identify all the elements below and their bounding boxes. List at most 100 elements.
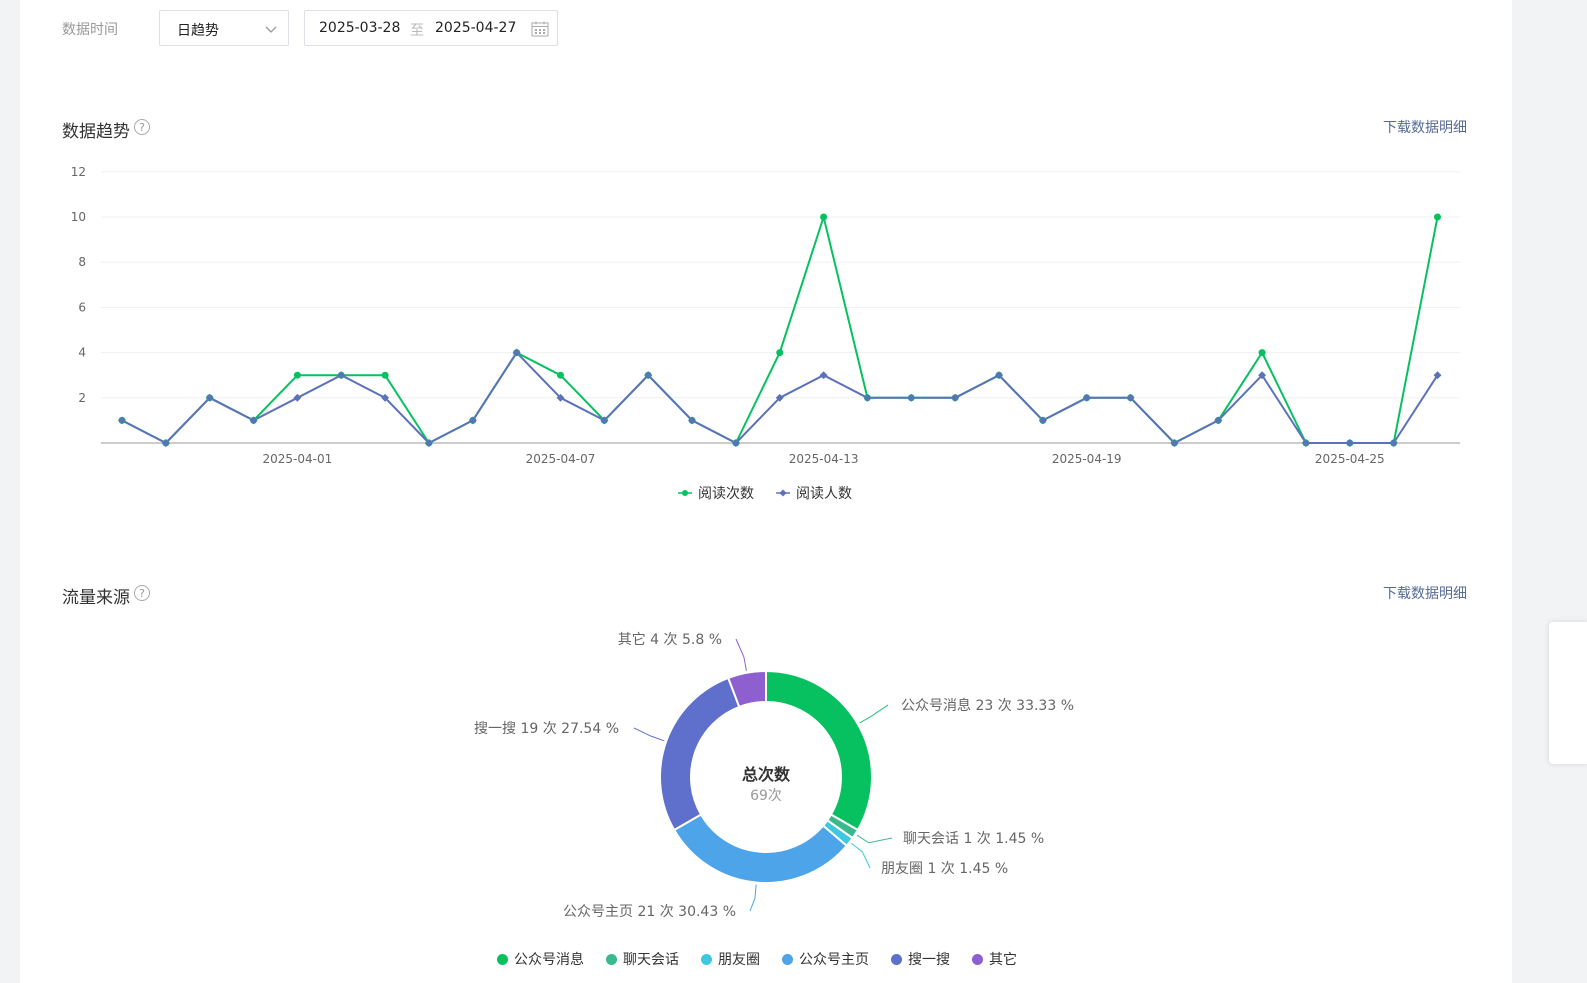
data-point-readers: [907, 393, 916, 402]
pie-legend: 公众号消息 聊天会话 朋友圈 公众号主页 搜一搜 其它: [497, 949, 1017, 969]
data-point-readers: [863, 393, 872, 402]
y-tick-label: 8: [78, 255, 86, 269]
pie-legend-item[interactable]: 公众号主页: [782, 949, 869, 969]
pie-leader-line: [851, 842, 871, 869]
feedback-float-widget[interactable]: [1549, 622, 1587, 764]
legend-reads-label: 阅读次数: [698, 486, 754, 502]
data-point-reads: [1258, 349, 1266, 357]
data-point-reads: [820, 213, 828, 221]
trend-help-icon[interactable]: ?: [134, 119, 150, 135]
data-point-readers: [995, 371, 1003, 380]
pie-slice-label: 公众号主页 21 次 30.43 %: [563, 904, 736, 920]
series-line-reads: [121, 216, 1439, 444]
data-point-readers: [644, 371, 653, 380]
trend-title: 数据趋势: [62, 122, 130, 142]
pie-slice: [672, 813, 849, 884]
x-tick-label: 2025-04-25: [1315, 452, 1385, 466]
pie-slice: [765, 669, 873, 832]
start-date[interactable]: 2025-03-28: [319, 20, 401, 36]
x-tick-label: 2025-04-19: [1052, 452, 1122, 466]
data-point-readers: [951, 393, 960, 402]
x-tick-label: 2025-04-07: [526, 452, 596, 466]
data-point-reads: [1434, 213, 1441, 221]
legend-reads-marker: [678, 490, 692, 496]
data-point-readers: [293, 393, 302, 402]
data-point-reads: [557, 371, 564, 379]
pie-leader-line: [859, 704, 889, 724]
pie-leader-line: [749, 884, 757, 912]
granularity-select[interactable]: 日趋势: [159, 10, 289, 46]
data-point-reads: [776, 349, 784, 357]
end-date[interactable]: 2025-04-27: [435, 20, 517, 36]
legend-dot: [606, 953, 617, 965]
x-tick-label: 2025-04-13: [789, 452, 859, 466]
data-point-readers: [118, 416, 126, 425]
data-point-readers: [1389, 439, 1398, 447]
data-point-readers: [819, 371, 828, 380]
y-tick-label: 6: [78, 300, 86, 314]
pie-slice-label: 朋友圈 1 次 1.45 %: [881, 861, 1008, 877]
data-point-readers: [1126, 393, 1135, 402]
legend-label: 搜一搜: [908, 952, 950, 968]
pie-slice-label: 搜一搜 19 次 27.54 %: [474, 721, 619, 737]
pie-slice: [659, 676, 741, 832]
pie-leader-line: [633, 727, 665, 742]
legend-dot: [972, 953, 983, 965]
pie-legend-item[interactable]: 聊天会话: [606, 949, 679, 969]
data-point-readers: [468, 416, 477, 425]
y-tick-label: 2: [78, 391, 86, 405]
legend-readers-label: 阅读人数: [796, 486, 852, 502]
data-time-label: 数据时间: [62, 22, 118, 38]
pie-slice: [726, 669, 767, 709]
y-tick-label: 12: [71, 165, 86, 179]
legend-label: 朋友圈: [718, 952, 760, 968]
legend-dot: [497, 953, 508, 965]
data-point-readers: [424, 439, 433, 447]
source-download-link[interactable]: 下载数据明细: [1383, 586, 1467, 602]
pie-leader-line: [735, 638, 747, 671]
calendar-icon: [531, 21, 549, 37]
pie-legend-item[interactable]: 公众号消息: [497, 949, 584, 969]
data-point-readers: [512, 348, 521, 357]
pie-center-title: 总次数: [741, 765, 790, 784]
legend-label: 公众号主页: [799, 952, 869, 968]
legend-label: 其它: [989, 952, 1017, 968]
pie-legend-item[interactable]: 其它: [972, 949, 1017, 969]
legend-reads[interactable]: 阅读次数: [678, 483, 754, 503]
pie-slice-label: 公众号消息 23 次 33.33 %: [901, 697, 1074, 714]
data-point-readers: [1170, 439, 1179, 447]
y-tick-label: 4: [78, 346, 86, 360]
legend-dot: [891, 953, 902, 965]
pie-slice-label: 聊天会话 1 次 1.45 %: [903, 831, 1044, 847]
legend-label: 聊天会话: [623, 952, 679, 968]
pie-slice-label: 其它 4 次 5.8 %: [618, 631, 722, 648]
data-point-readers: [337, 371, 346, 380]
pie-center-value: 69次: [750, 788, 782, 804]
content-panel: [20, 0, 1512, 983]
pie-legend-item[interactable]: 朋友圈: [701, 949, 760, 969]
source-help-icon[interactable]: ?: [134, 585, 150, 601]
granularity-value: 日趋势: [177, 23, 219, 39]
y-tick-label: 10: [71, 210, 86, 224]
legend-label: 公众号消息: [514, 952, 584, 968]
legend-dot: [701, 953, 712, 965]
data-point-readers: [1345, 439, 1354, 447]
trend-download-link[interactable]: 下载数据明细: [1383, 120, 1467, 136]
data-point-reads: [293, 371, 301, 379]
data-point-readers: [1214, 416, 1223, 425]
data-point-reads: [381, 371, 389, 379]
legend-dot: [782, 953, 793, 965]
legend-readers[interactable]: 阅读人数: [776, 483, 852, 503]
pie-leader-line: [856, 834, 893, 844]
data-point-readers: [161, 439, 170, 447]
pie-legend-item[interactable]: 搜一搜: [891, 949, 950, 969]
data-point-readers: [205, 393, 214, 402]
date-range-picker[interactable]: 2025-03-28 至 2025-04-27: [304, 10, 558, 46]
source-title: 流量来源: [62, 588, 130, 608]
data-point-readers: [1082, 393, 1091, 402]
range-separator: 至: [410, 23, 424, 39]
legend-readers-marker: [776, 489, 790, 497]
x-tick-label: 2025-04-01: [263, 452, 333, 466]
data-point-readers: [249, 416, 258, 425]
